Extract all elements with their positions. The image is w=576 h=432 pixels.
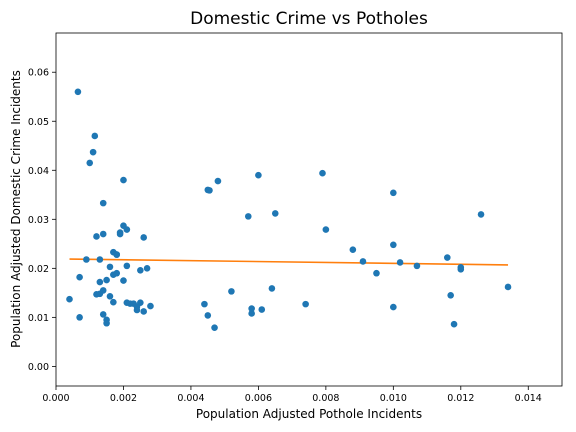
scatter-point (113, 269, 121, 277)
x-tick-label: 0.008 (312, 393, 339, 404)
scatter-point (204, 312, 212, 319)
trendline-group (69, 258, 509, 266)
scatter-point (302, 300, 309, 308)
scatter-point (268, 285, 276, 292)
scatter-point (457, 264, 465, 271)
y-axis-label: Population Adjusted Domestic Crime Incid… (9, 70, 23, 348)
y-tick-label: 0.05 (28, 117, 49, 128)
scatter-point (106, 292, 114, 300)
y-axis-ticks: 0.00 0.01 0.02 0.03 0.04 0.05 0.06 (28, 68, 56, 373)
scatter-point (103, 276, 110, 284)
scatter-point (91, 132, 99, 140)
scatter-point (116, 229, 124, 236)
scatter-point (322, 226, 330, 233)
scatter-point (74, 88, 82, 96)
axes-frame (55, 32, 563, 387)
scatter-point (447, 291, 454, 299)
scatter-point (147, 302, 154, 310)
y-tick-label: 0.01 (28, 313, 49, 324)
y-tick-label: 0.02 (28, 264, 49, 275)
scatter-point (271, 210, 279, 217)
scatter-point (248, 310, 255, 317)
scatter-point (477, 211, 485, 218)
y-tick-label: 0.04 (28, 166, 49, 177)
scatter-point (113, 251, 121, 258)
scatter-point (390, 189, 397, 197)
scatter-point (248, 305, 255, 312)
scatter-point (99, 287, 107, 294)
scatter-point (86, 159, 94, 167)
y-tick-label: 0.06 (28, 68, 49, 79)
scatter-point (76, 273, 83, 281)
scatter-point (201, 300, 208, 308)
scatter-point (93, 233, 100, 240)
scatter-point (76, 314, 83, 321)
scatter-point (504, 283, 512, 291)
scatter-point (450, 320, 458, 328)
x-axis-label: Population Adjusted Pothole Incidents (196, 407, 422, 421)
scatter-point (390, 241, 397, 249)
scatter-point (143, 265, 151, 272)
scatter-point (444, 254, 451, 261)
scatter-point (103, 319, 110, 327)
scatter-point (133, 306, 141, 314)
scatter-point (106, 263, 114, 271)
scatter-point (123, 226, 131, 233)
scatter-point (99, 230, 107, 238)
scatter-point (66, 295, 73, 303)
scatter-point (120, 277, 127, 284)
chart-title: Domestic Crime vs Potholes (190, 9, 428, 29)
scatter-point (349, 246, 357, 254)
x-tick-label: 0.006 (245, 393, 272, 404)
scatter-point (214, 177, 222, 185)
scatter-point (373, 269, 380, 277)
scatter-point (99, 311, 107, 318)
x-tick-label: 0.014 (515, 393, 542, 404)
scatter-point (396, 259, 404, 266)
scatter-point (96, 278, 104, 286)
scatter-point (206, 187, 213, 194)
scatter-point (99, 199, 107, 207)
scatter-point (255, 171, 262, 179)
scatter-points (66, 88, 512, 331)
x-tick-label: 0.000 (42, 393, 69, 404)
scatter-point (120, 176, 127, 184)
x-tick-label: 0.012 (447, 393, 474, 404)
x-tick-label: 0.010 (380, 393, 407, 404)
scatter-point (319, 169, 326, 177)
scatter-point (123, 262, 131, 270)
x-axis-ticks: 0.000 0.002 0.004 0.006 0.008 0.010 0.012 0.014 (42, 386, 542, 404)
x-tick-label: 0.004 (177, 393, 204, 404)
scatter-point (140, 308, 148, 315)
scatter-point (137, 266, 144, 274)
y-tick-label: 0.00 (28, 362, 49, 373)
scatter-point (228, 288, 235, 295)
trendline (69, 258, 509, 266)
x-tick-label: 0.002 (110, 393, 137, 404)
scatter-point (211, 324, 218, 331)
scatter-point (359, 258, 367, 265)
scatter-point (89, 148, 97, 156)
scatter-point (244, 213, 252, 220)
scatter-point (413, 262, 421, 270)
scatter-point (258, 306, 266, 313)
y-tick-label: 0.03 (28, 215, 49, 226)
scatter-point (110, 298, 117, 306)
scatter-point (140, 234, 148, 241)
scatter-point (390, 303, 397, 311)
scatter-point (96, 256, 104, 263)
scatter-point (137, 299, 144, 306)
scatter-point (83, 256, 90, 263)
